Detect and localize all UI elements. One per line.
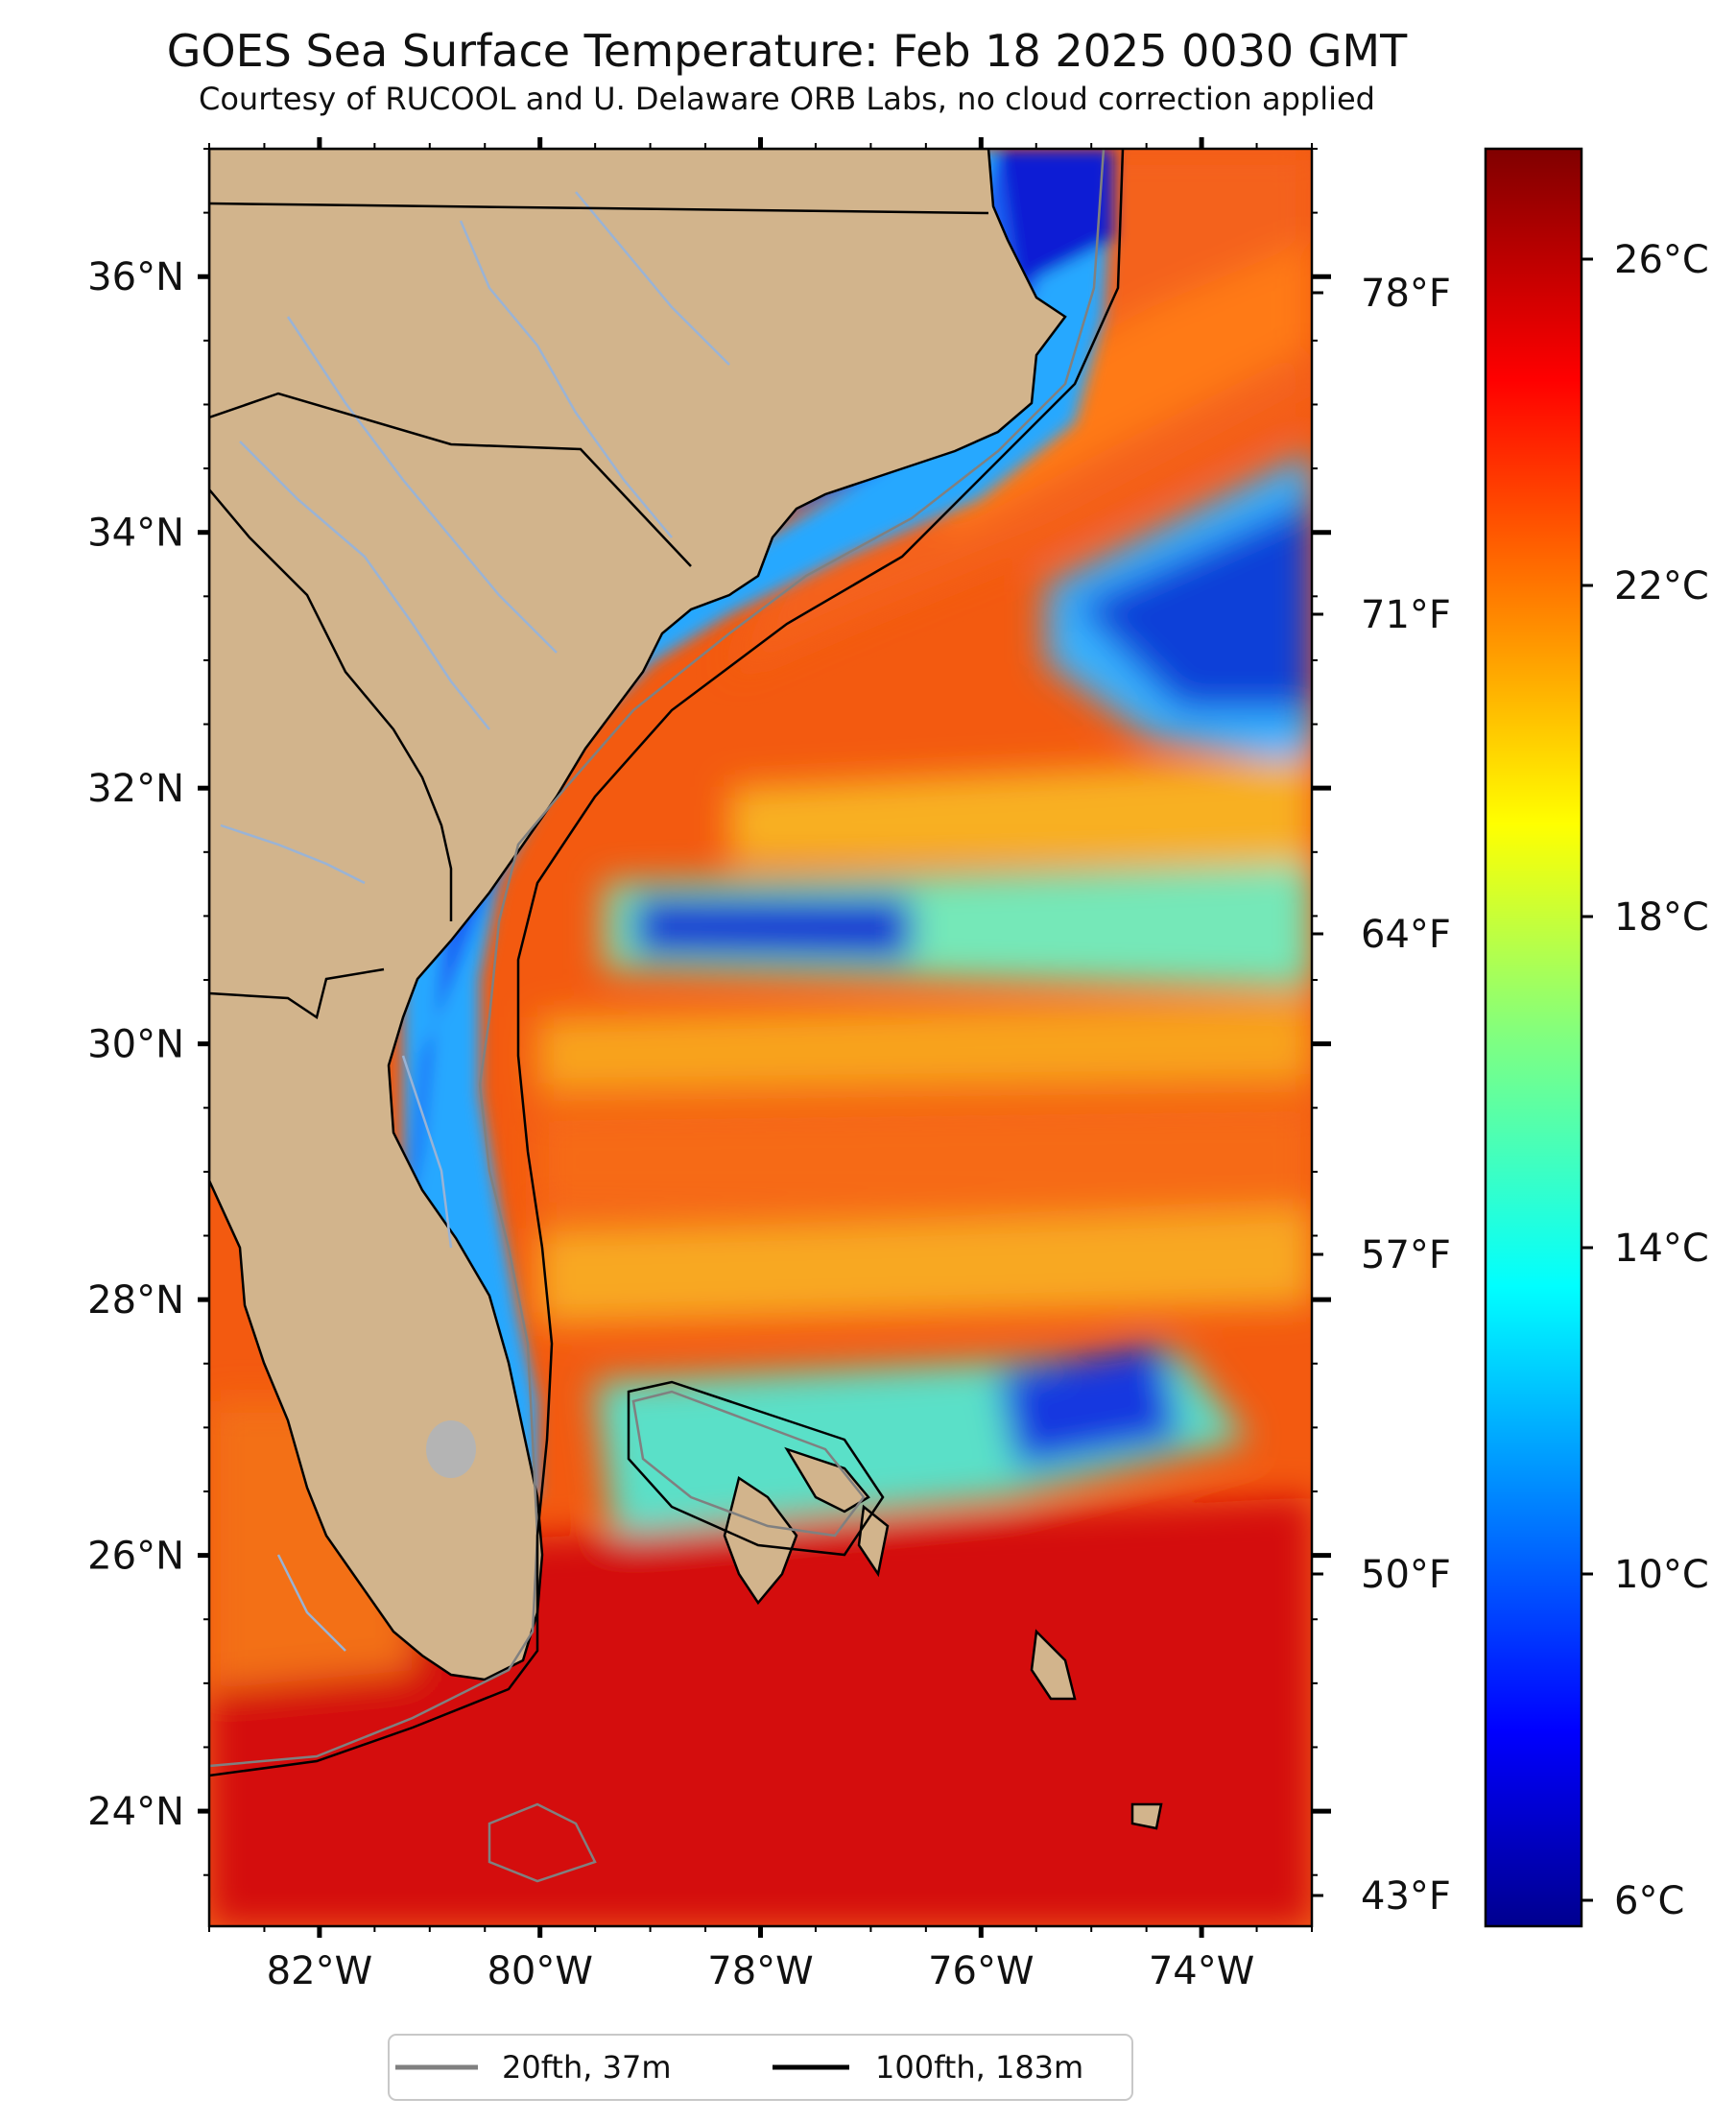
colorbar-label: 18°C <box>1614 895 1709 940</box>
fahrenheit-ticks: 78°F 71°F 64°F 57°F 50°F 43°F <box>1312 272 1451 1919</box>
lon-tick-label: 78°W <box>707 1949 813 1993</box>
state-borders <box>209 202 989 1020</box>
lat-tick-label: 24°N <box>87 1790 184 1834</box>
colorbar-label: 26°C <box>1614 238 1709 282</box>
isobath-legend: 20fth, 37m 100fth, 183m <box>388 2034 1133 2101</box>
lon-tick-label: 74°W <box>1149 1949 1254 1993</box>
legend-box <box>388 2034 1133 2101</box>
colorbar-label: 22°C <box>1614 564 1709 608</box>
lon-tick-label: 82°W <box>267 1949 372 1993</box>
lon-tick-label: 80°W <box>487 1949 592 1993</box>
legend-label-20fth: 20fth, 37m <box>502 2049 671 2086</box>
sst-map <box>209 149 1312 1926</box>
lat-tick-label: 36°N <box>87 255 184 299</box>
bahamas-bank-100fth <box>627 1380 885 1557</box>
fahrenheit-label: 64°F <box>1361 913 1451 957</box>
fahrenheit-label: 71°F <box>1361 593 1451 637</box>
colorbar-label: 6°C <box>1614 1879 1684 1923</box>
isobath-20fth <box>209 149 1106 1768</box>
map-subtitle: Courtesy of RUCOOL and U. Delaware ORB L… <box>199 81 1375 117</box>
lake-okeechobee <box>426 1420 476 1478</box>
fahrenheit-label: 57°F <box>1361 1233 1451 1277</box>
us-southeast-land <box>209 149 1067 1681</box>
cuba-bank-isobath <box>488 1802 597 1883</box>
fahrenheit-label: 50°F <box>1361 1553 1451 1597</box>
rivers <box>220 191 730 1652</box>
legend-label-100fth: 100fth, 183m <box>875 2049 1083 2086</box>
longitude-ticks: 82°W 80°W 78°W 76°W 74°W <box>208 137 1313 1993</box>
bahamas-bank-20fth <box>631 1390 866 1538</box>
latitude-ticks: 24°N 26°N 28°N 30°N 32°N 34°N 36°N <box>87 148 1331 1876</box>
fahrenheit-label: 43°F <box>1361 1874 1451 1919</box>
lat-tick-label: 34°N <box>87 512 184 556</box>
bahamas-islands <box>723 1446 1163 1830</box>
lat-tick-label: 26°N <box>87 1535 184 1579</box>
lat-tick-label: 28°N <box>87 1278 184 1323</box>
colorbar <box>1484 147 1583 1928</box>
lon-tick-label: 76°W <box>928 1949 1034 1993</box>
colorbar-label: 10°C <box>1614 1553 1709 1597</box>
lat-tick-label: 30°N <box>87 1023 184 1067</box>
fahrenheit-label: 78°F <box>1361 272 1451 316</box>
colorbar-label: 14°C <box>1614 1227 1709 1271</box>
lat-tick-label: 32°N <box>87 767 184 811</box>
colorbar-ticks: 26°C 22°C 18°C 14°C 10°C 6°C <box>1581 238 1709 1923</box>
isobath-100fth <box>209 149 1125 1777</box>
map-title: GOES Sea Surface Temperature: Feb 18 202… <box>166 25 1408 77</box>
